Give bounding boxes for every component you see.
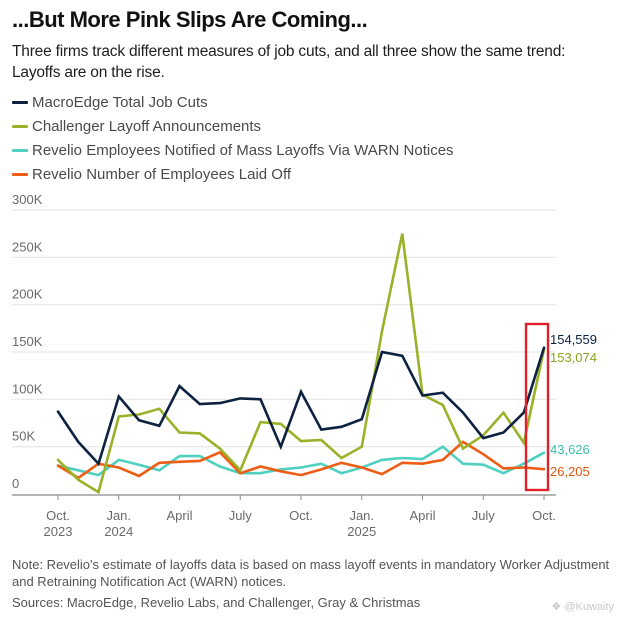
x-tick-label: Oct. (532, 508, 556, 523)
highlight-box (524, 322, 550, 492)
legend-swatch-revelio-warn (12, 148, 28, 152)
highlight-rectangle (524, 322, 550, 492)
x-tick-label: July (229, 508, 253, 523)
legend: MacroEdge Total Job Cuts Challenger Layo… (12, 90, 454, 186)
watermark-text: @Kuwaity (564, 601, 614, 613)
series-line-challenger (56, 233, 546, 495)
y-tick-label: 50K (12, 429, 35, 444)
x-tick-label: July (472, 508, 496, 523)
sources: Sources: MacroEdge, Revelio Labs, and Ch… (12, 595, 421, 610)
end-label-macroedge: 154,559 (550, 332, 597, 347)
watermark-logo-icon: ❖ (551, 601, 565, 613)
x-tick-label: April (409, 508, 435, 523)
footnote: Note: Revelio's estimate of layoffs data… (12, 557, 610, 589)
end-label-revelio-laidoff: 26,205 (550, 464, 590, 479)
x-tick-label: Jan. (349, 508, 374, 523)
legend-label-macroedge: MacroEdge Total Job Cuts (32, 93, 208, 111)
chart-subtitle: Three firms track different measures of … (12, 43, 566, 81)
series-lines (56, 233, 546, 495)
chart-title: ...But More Pink Slips Are Coming... (12, 7, 368, 32)
series-line-macroedge (56, 346, 546, 467)
x-tick-year-label: 2023 (44, 524, 73, 539)
legend-label-challenger: Challenger Layoff Announcements (32, 117, 262, 135)
x-tick-label: Oct. (46, 508, 70, 523)
gridlines (12, 209, 556, 448)
y-axis-ticks: 0 50K 100K 150K 200K 250K 300K (12, 192, 43, 491)
y-tick-label: 150K (12, 334, 43, 349)
y-tick-label: 250K (12, 239, 43, 254)
legend-label-revelio-laidoff: Revelio Number of Employees Laid Off (32, 165, 292, 183)
legend-item-revelio-warn: Revelio Employees Notified of Mass Layof… (12, 138, 454, 162)
end-labels: 154,559 153,074 43,626 26,205 (550, 332, 597, 479)
y-tick-label: 100K (12, 381, 43, 396)
series-line-revelio-warn (56, 445, 546, 477)
y-tick-label: 0 (12, 476, 19, 491)
watermark: ❖ @Kuwaity (551, 600, 614, 613)
y-tick-label: 300K (12, 192, 43, 207)
legend-swatch-revelio-laidoff (12, 172, 28, 176)
y-tick-label: 200K (12, 287, 43, 302)
legend-item-challenger: Challenger Layoff Announcements (12, 114, 454, 138)
legend-item-macroedge: MacroEdge Total Job Cuts (12, 90, 454, 114)
x-tick-label: Oct. (289, 508, 313, 523)
legend-label-revelio-warn: Revelio Employees Notified of Mass Layof… (32, 141, 454, 159)
legend-item-revelio-laidoff: Revelio Number of Employees Laid Off (12, 162, 454, 186)
series-line-revelio-laidoff (56, 440, 546, 480)
x-tick-label: Jan. (106, 508, 131, 523)
end-label-revelio-warn: 43,626 (550, 442, 590, 457)
x-tick-year-label: 2024 (104, 524, 133, 539)
x-tick-year-label: 2025 (347, 524, 376, 539)
legend-swatch-macroedge (12, 100, 28, 104)
x-tick-label: April (166, 508, 192, 523)
legend-swatch-challenger (12, 124, 28, 128)
end-label-challenger: 153,074 (550, 350, 597, 365)
